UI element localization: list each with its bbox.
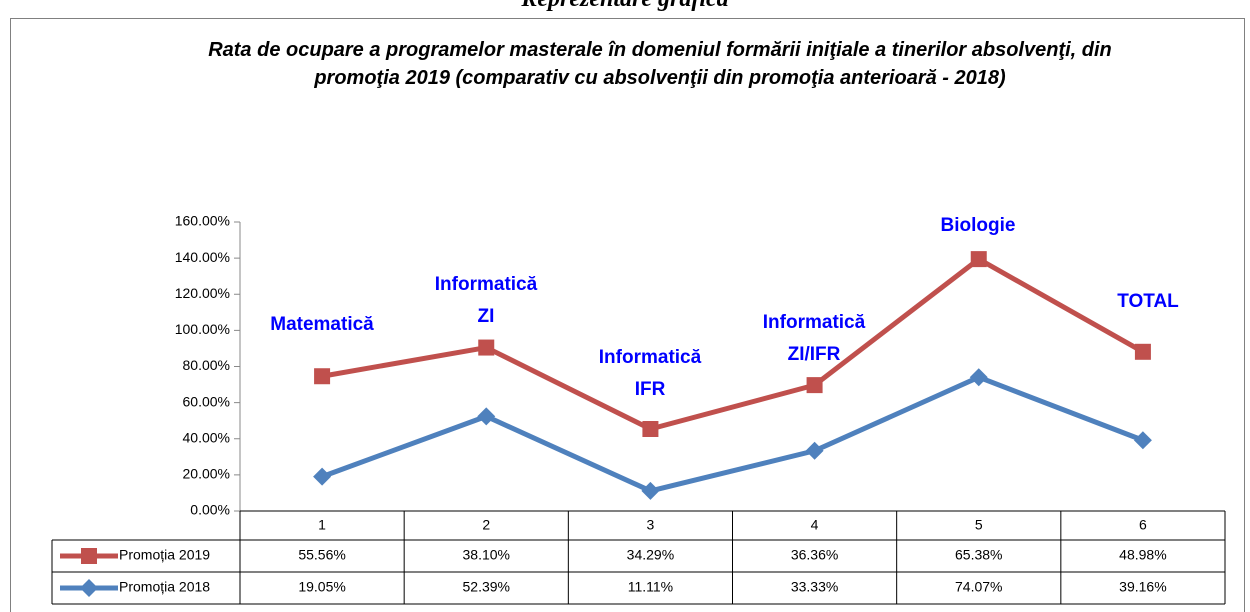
y-tick-label: 0.00% <box>190 502 230 518</box>
marker <box>642 420 659 437</box>
marker <box>478 339 495 356</box>
series-line <box>321 256 1145 432</box>
y-tick-label: 60.00% <box>183 393 230 409</box>
marker <box>313 467 332 486</box>
marker <box>1133 431 1152 450</box>
y-tick-label: 40.00% <box>183 429 230 445</box>
annotation: ZI <box>478 306 495 327</box>
y-tick-label: 160.00% <box>175 213 230 229</box>
chart-title: Rata de ocupare a programelor masterale … <box>208 39 1112 89</box>
x-tick-label: 3 <box>647 517 655 533</box>
y-tick-label: 140.00% <box>175 249 230 265</box>
annotation: ZI/IFR <box>788 344 841 365</box>
annotation: Informatică <box>763 312 866 333</box>
legend-label: Promoția 2019 <box>119 547 210 563</box>
table-value: 19.05% <box>298 579 345 595</box>
marker <box>806 377 823 394</box>
marker <box>81 548 97 564</box>
y-tick-label: 120.00% <box>175 285 230 301</box>
table-value: 33.33% <box>791 579 838 595</box>
marker <box>970 251 987 268</box>
table-value: 48.98% <box>1119 547 1166 563</box>
table-value: 11.11% <box>628 579 673 595</box>
annotation: Matematică <box>270 314 374 335</box>
marker <box>1134 343 1151 360</box>
annotation: Informatică <box>599 347 702 368</box>
table-value: 38.10% <box>463 547 510 563</box>
marker <box>805 441 824 460</box>
table-value: 65.38% <box>955 547 1002 563</box>
marker <box>314 368 331 385</box>
marker <box>477 407 496 426</box>
table-value: 34.29% <box>627 547 674 563</box>
table-value: 52.39% <box>463 579 510 595</box>
annotation: Biologie <box>941 215 1016 236</box>
y-tick-label: 80.00% <box>183 357 230 373</box>
x-tick-label: 6 <box>1139 517 1147 533</box>
header: Reprezentare grafică <box>0 0 1250 13</box>
marker <box>641 481 660 500</box>
annotation: TOTAL <box>1117 291 1179 312</box>
series-line <box>321 374 1144 494</box>
table-value: 74.07% <box>955 579 1002 595</box>
x-tick-label: 5 <box>975 517 983 533</box>
y-tick-label: 100.00% <box>175 321 230 337</box>
annotation: IFR <box>635 379 666 400</box>
table-value: 39.16% <box>1119 579 1166 595</box>
x-tick-label: 2 <box>482 517 490 533</box>
y-tick-label: 20.00% <box>183 466 230 482</box>
marker <box>969 368 988 387</box>
chart-frame <box>10 18 1245 612</box>
x-tick-label: 4 <box>811 517 819 533</box>
annotation: Informatică <box>435 274 538 295</box>
x-tick-label: 1 <box>318 517 326 533</box>
table-value: 36.36% <box>791 547 838 563</box>
legend-label: Promoția 2018 <box>119 579 210 595</box>
marker <box>80 579 98 597</box>
table-value: 55.56% <box>298 547 345 563</box>
